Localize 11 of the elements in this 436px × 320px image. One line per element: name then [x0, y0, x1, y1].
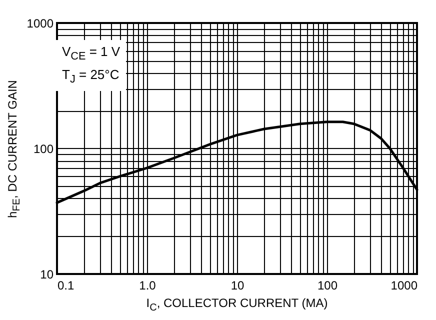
y-tick-label: 100: [33, 142, 54, 156]
x-tick-label: 0.1: [58, 278, 75, 292]
y-tick-label: 10: [40, 268, 54, 282]
x-tick-label: 1.0: [139, 278, 156, 292]
y-tick-label: 1000: [26, 16, 54, 30]
x-tick-label: 100: [317, 278, 338, 292]
annotation: T$_{J}$ = 25°C: [62, 66, 120, 88]
x-tick-label: 10: [230, 278, 244, 292]
annotation: V$_{CE}$ = 1 V: [62, 43, 120, 65]
x-axis-title: I$_{C}$, COLLECTOR CURRENT (MA): [146, 296, 328, 314]
x-tick-label: 1000: [390, 278, 418, 292]
